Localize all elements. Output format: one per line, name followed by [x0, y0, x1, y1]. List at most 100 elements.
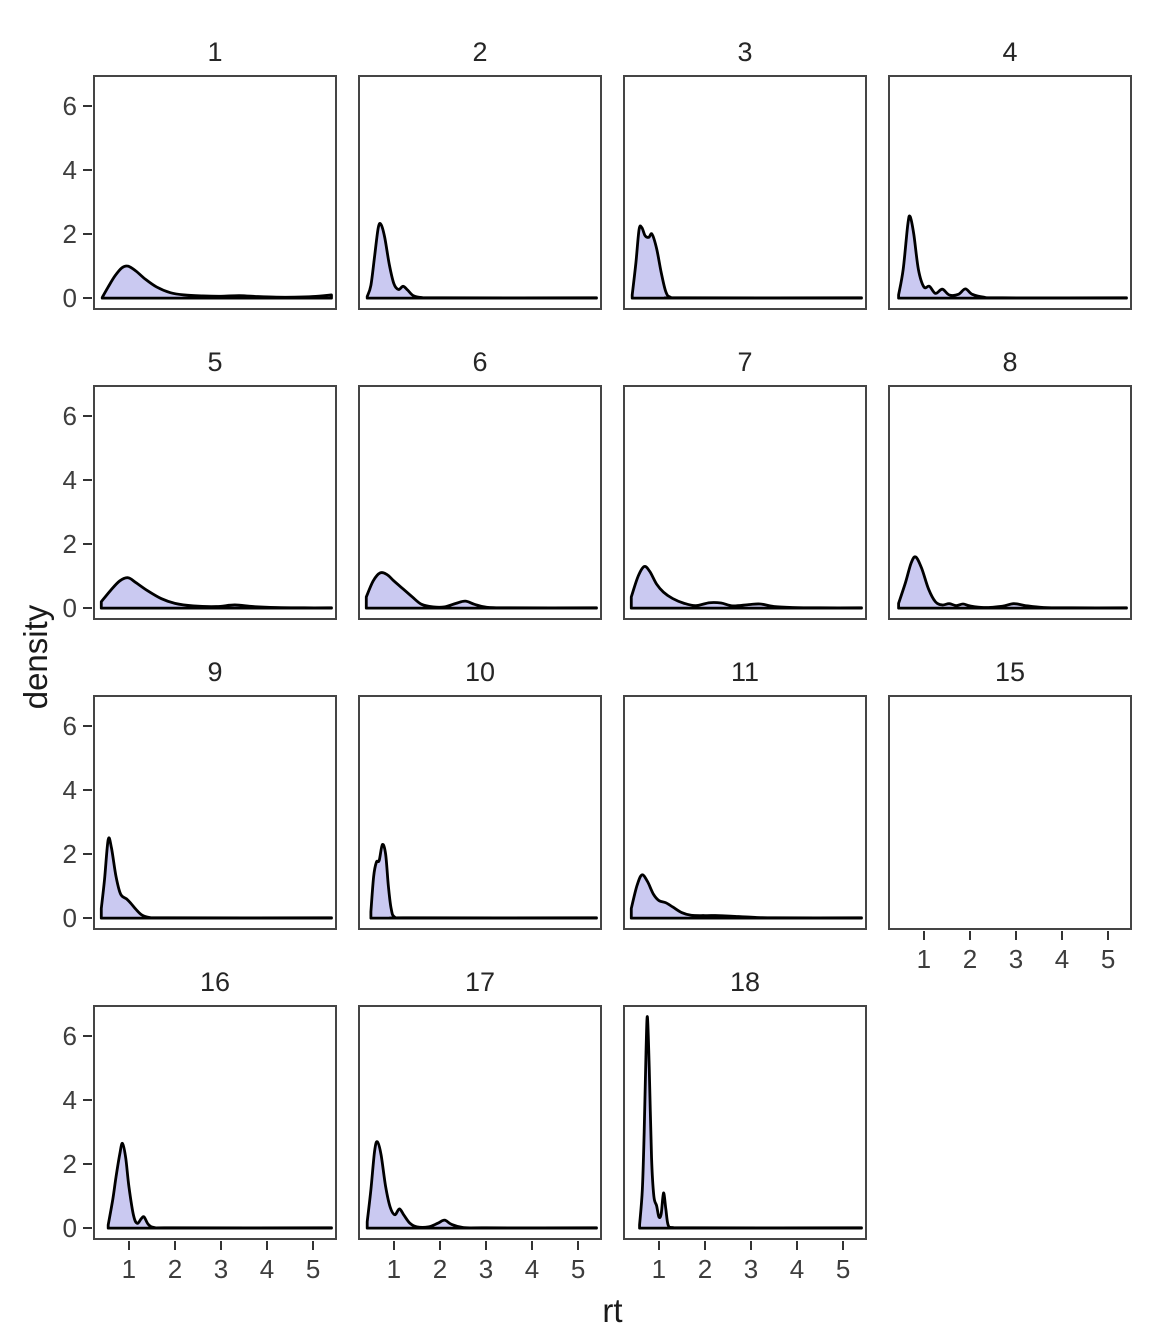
density-panel-7 — [623, 385, 867, 620]
density-panel-15 — [888, 695, 1132, 930]
y-tick-label: 2 — [62, 1149, 77, 1180]
density-panel-2 — [358, 75, 602, 310]
x-tick-label: 4 — [524, 1254, 540, 1284]
y-tick-mark — [83, 853, 92, 856]
x-tick-mark — [173, 1241, 176, 1250]
y-axis-title: density — [17, 604, 54, 710]
x-tick-label: 4 — [1054, 944, 1070, 974]
x-tick-label: 5 — [835, 1254, 851, 1284]
panel-border — [358, 695, 602, 930]
x-tick-mark — [657, 1241, 660, 1250]
facet-strip-label: 5 — [207, 347, 223, 377]
facet-cell-1: 1 0 2 4 6 — [63, 37, 337, 312]
x-tick-label: 2 — [697, 1254, 713, 1284]
facet-strip-label: 18 — [729, 967, 761, 997]
facet-cell-10: 10 — [358, 657, 602, 930]
x-tick-mark — [968, 931, 971, 940]
y-tick-label: 6 — [62, 401, 77, 432]
x-tick-label: 2 — [432, 1254, 448, 1284]
x-tick-mark — [922, 931, 925, 940]
y-tick-mark — [83, 479, 92, 482]
y-tick-label: 2 — [62, 219, 77, 250]
y-tick-label: 4 — [62, 775, 77, 806]
y-tick-mark — [83, 607, 92, 610]
y-tick-mark — [83, 1227, 92, 1230]
facet-cell-7: 7 — [623, 347, 867, 620]
density-curve — [629, 873, 863, 920]
y-tick-label: 0 — [62, 283, 77, 314]
panel-border — [358, 385, 602, 620]
facet-cell-15: 15 1 2 3 4 5 — [888, 657, 1132, 974]
y-tick-label: 0 — [62, 903, 77, 934]
facet-cell-3: 3 — [623, 37, 867, 310]
facet-strip-label: 6 — [472, 347, 488, 377]
density-curve — [364, 571, 598, 610]
facet-cell-9: 9 0 2 4 6 — [63, 657, 337, 932]
facet-cell-2: 2 — [358, 37, 602, 310]
density-panel-16 — [93, 1005, 337, 1240]
x-tick-label: 5 — [1100, 944, 1116, 974]
facet-strip-label: 8 — [1002, 347, 1018, 377]
x-tick-mark — [392, 1241, 395, 1250]
density-curve — [369, 842, 598, 920]
y-tick-mark — [83, 543, 92, 546]
y-tick-mark — [83, 917, 92, 920]
x-tick-label: 3 — [213, 1254, 229, 1284]
y-tick-mark — [83, 1163, 92, 1166]
y-tick-label: 0 — [62, 1213, 77, 1244]
y-tick-label: 6 — [62, 91, 77, 122]
density-curve — [629, 565, 863, 610]
panel-border — [93, 1005, 337, 1240]
x-tick-label: 3 — [478, 1254, 494, 1284]
facet-cell-4: 4 — [888, 37, 1132, 310]
x-tick-mark — [1061, 931, 1064, 940]
x-tick-label: 5 — [305, 1254, 321, 1284]
x-tick-mark — [749, 1241, 752, 1250]
x-tick-mark — [219, 1241, 222, 1250]
x-tick-label: 4 — [259, 1254, 275, 1284]
panel-border — [93, 695, 337, 930]
x-tick-label: 1 — [386, 1254, 402, 1284]
density-panel-11 — [623, 695, 867, 930]
density-panel-17 — [358, 1005, 602, 1240]
y-tick-mark — [83, 169, 92, 172]
y-tick-mark — [83, 1099, 92, 1102]
facet-strip-label: 17 — [464, 967, 496, 997]
x-tick-mark — [531, 1241, 534, 1250]
x-tick-label: 1 — [121, 1254, 137, 1284]
y-tick-label: 2 — [62, 529, 77, 560]
y-tick-mark — [83, 297, 92, 300]
facet-strip-label: 3 — [737, 37, 753, 67]
density-panel-5 — [93, 385, 337, 620]
facet-cell-17: 17 1 2 3 4 5 — [358, 967, 602, 1284]
y-tick-label: 6 — [62, 711, 77, 742]
density-panel-10 — [358, 695, 602, 930]
density-curve — [365, 1140, 598, 1230]
y-tick-mark — [83, 789, 92, 792]
facet-strip-label: 16 — [199, 967, 231, 997]
x-tick-label: 5 — [570, 1254, 586, 1284]
y-tick-label: 6 — [62, 1021, 77, 1052]
y-tick-label: 0 — [62, 593, 77, 624]
density-curve — [897, 214, 1128, 300]
density-panel-9 — [93, 695, 337, 930]
x-tick-mark — [796, 1241, 799, 1250]
facet-strip-label: 1 — [207, 37, 223, 67]
facet-strip-label: 7 — [737, 347, 753, 377]
facet-strip-label: 4 — [1002, 37, 1018, 67]
x-tick-label: 3 — [743, 1254, 759, 1284]
panel-border — [623, 695, 867, 930]
x-tick-label: 2 — [962, 944, 978, 974]
y-tick-label: 2 — [62, 839, 77, 870]
x-tick-mark — [1107, 931, 1110, 940]
x-tick-mark — [484, 1241, 487, 1250]
facet-cell-18: 18 1 2 3 4 5 — [623, 967, 867, 1284]
x-tick-mark — [127, 1241, 130, 1250]
panel-border — [358, 75, 602, 310]
panel-border — [888, 75, 1132, 310]
density-panel-8 — [888, 385, 1132, 620]
density-curve — [638, 1015, 863, 1230]
panel-border — [623, 385, 867, 620]
panel-border — [623, 75, 867, 310]
